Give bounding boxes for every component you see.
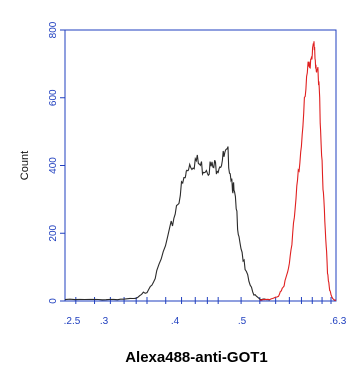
x-axis-label: Alexa488-anti-GOT1: [125, 349, 268, 366]
y-tick-label: 0: [48, 298, 59, 304]
y-tick-label: 600: [48, 89, 59, 106]
y-tick-label: 200: [48, 224, 59, 241]
y-tick-label: 400: [48, 157, 59, 174]
histogram-series-line-1: [64, 146, 270, 301]
y-tick-label: 800: [48, 21, 59, 38]
histogram-series-line-2: [259, 41, 336, 301]
y-axis-label: Count: [19, 151, 31, 180]
x-tick-label: .6.3: [330, 316, 347, 327]
x-tick-label: .4: [171, 316, 180, 327]
x-tick-label: .3: [100, 316, 109, 327]
x-tick-label: .2.5: [64, 316, 81, 327]
x-tick-label: .5: [238, 316, 247, 327]
